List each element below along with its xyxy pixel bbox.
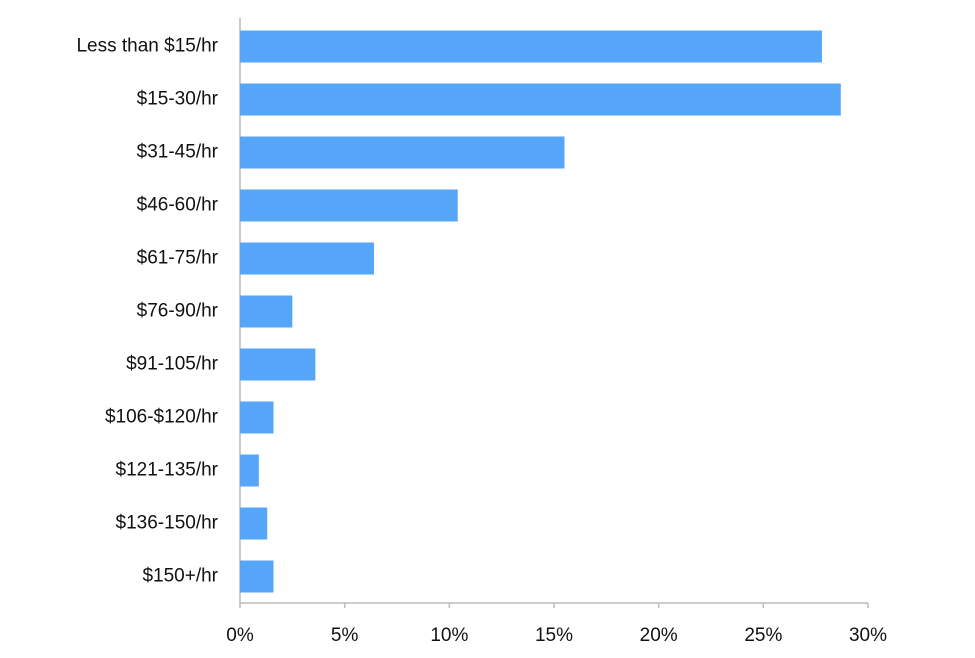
bar <box>240 242 374 275</box>
bar <box>240 507 268 540</box>
y-tick-label: $106-$120/hr <box>105 407 219 428</box>
x-tick-label: 30% <box>849 625 887 646</box>
bar <box>240 83 841 116</box>
y-tick-label: $31-45/hr <box>137 142 219 163</box>
x-tick-label: 15% <box>535 625 573 646</box>
y-tick-label: Less than $15/hr <box>76 36 218 57</box>
bar <box>240 560 274 593</box>
y-tick-label: $46-60/hr <box>137 195 219 216</box>
bar <box>240 454 259 487</box>
y-tick-label: $150+/hr <box>142 566 218 587</box>
y-tick-label: $15-30/hr <box>137 89 219 110</box>
bar <box>240 136 565 169</box>
y-tick-label: $61-75/hr <box>137 248 219 269</box>
bar <box>240 348 316 381</box>
y-tick-label: $136-150/hr <box>116 513 219 534</box>
y-tick-label: $91-105/hr <box>126 354 219 375</box>
bar <box>240 30 822 63</box>
bar <box>240 401 274 434</box>
x-tick-label: 10% <box>430 625 468 646</box>
x-tick-label: 20% <box>640 625 678 646</box>
x-tick-label: 25% <box>744 625 782 646</box>
x-tick-label: 0% <box>226 625 254 646</box>
y-tick-label: $76-90/hr <box>137 301 219 322</box>
bar <box>240 189 458 222</box>
y-tick-label: $121-135/hr <box>116 460 219 481</box>
bar <box>240 295 293 328</box>
x-tick-label: 5% <box>331 625 359 646</box>
